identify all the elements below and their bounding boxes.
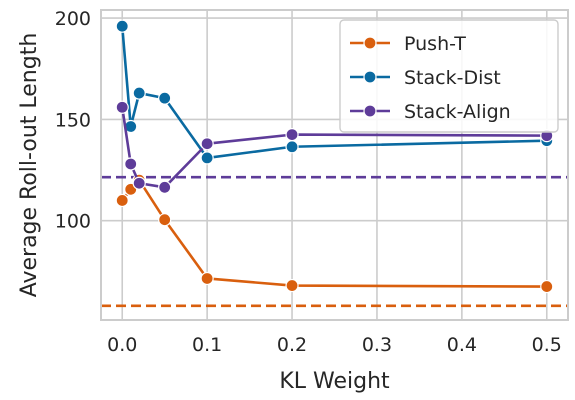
legend-label-stack-align: Stack-Align	[404, 101, 511, 123]
stack-dist-series	[115, 19, 554, 165]
y-tick-label-1: 150	[55, 109, 91, 131]
stack-align-point-3	[158, 180, 172, 194]
stack-dist-point-3	[158, 91, 172, 105]
x-tick-label-0: 0.0	[107, 334, 137, 356]
push-t-line	[121, 178, 547, 288]
x-tick-label-3: 0.3	[362, 334, 392, 356]
y-tick-label-2: 200	[55, 8, 91, 30]
x-tick-label-1: 0.1	[192, 334, 222, 356]
push-t-point-5	[285, 278, 299, 293]
stack-align-point-1	[124, 157, 138, 171]
push-t-series	[115, 173, 554, 294]
stack-dist-point-0	[115, 19, 129, 33]
y-tick-label-0: 100	[55, 211, 91, 233]
legend: Push-T Stack-Dist Stack-Align	[339, 19, 559, 133]
x-tick-labels: 0.0 0.1 0.2 0.3 0.4 0.5	[107, 334, 562, 356]
stack-align-series	[115, 100, 554, 194]
legend-box	[339, 19, 559, 133]
stack-align-point-2	[132, 176, 146, 190]
stack-align-point-5	[285, 128, 299, 142]
push-t-point-4	[200, 271, 214, 286]
stack-align-point-4	[200, 137, 214, 151]
x-axis-title: KL Weight	[279, 369, 390, 394]
x-tick-label-4: 0.4	[447, 334, 477, 356]
plot-frame	[100, 9, 569, 321]
legend-label-stack-dist: Stack-Dist	[404, 67, 501, 89]
push-t-point-0	[115, 193, 129, 208]
stack-align-point-0	[115, 100, 129, 114]
stack-dist-point-4	[200, 151, 214, 165]
stack-dist-point-2	[132, 86, 146, 100]
legend-label-push-t: Push-T	[404, 33, 466, 55]
y-tick-labels: 100 150 200	[55, 8, 91, 233]
stack-dist-point-5	[285, 140, 299, 154]
baselines	[101, 175, 568, 308]
push-t-point-3	[158, 213, 172, 227]
legend-marker-stack-align	[363, 104, 377, 118]
x-tick-label-2: 0.2	[277, 334, 307, 356]
legend-marker-stack-dist	[363, 70, 377, 84]
push-t-point-6	[540, 279, 554, 294]
x-tick-label-5: 0.5	[532, 334, 562, 356]
series-lines	[115, 19, 554, 294]
legend-marker-push-t	[363, 36, 377, 50]
y-axis-title: Average Roll-out Length	[17, 33, 42, 298]
